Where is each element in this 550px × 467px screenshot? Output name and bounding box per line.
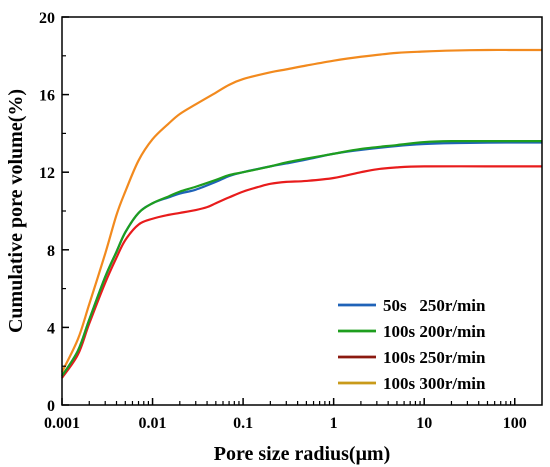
x-tick-label: 1 [330, 415, 338, 432]
legend-label: 100s 250r/min [383, 348, 486, 367]
x-tick-label: 0.001 [44, 415, 80, 432]
x-tick-label: 100 [503, 415, 527, 432]
y-axis: 0 4 8 12 16 20 [39, 10, 69, 415]
series-layer [61, 48, 543, 379]
y-tick-label: 8 [47, 243, 55, 260]
x-axis: 0.001 0.01 0.1 1 10 100 [44, 398, 527, 432]
series-line [61, 48, 542, 373]
legend-label: 100s 300r/min [383, 374, 486, 393]
x-tick-label: 0.01 [139, 415, 167, 432]
x-tick-label: 10 [416, 415, 432, 432]
y-tick-label: 4 [47, 320, 55, 337]
y-axis-title: Cumulative pore volume(%) [5, 89, 27, 333]
x-tick-label: 0.1 [233, 415, 253, 432]
series-line [61, 139, 542, 377]
series-line [61, 165, 542, 379]
legend-label: 100s 200r/min [383, 322, 486, 341]
y-tick-label: 12 [39, 165, 55, 182]
x-axis-title: Pore size radius(μm) [214, 443, 390, 465]
legend: 50s 250r/min 100s 200r/min 100s 250r/min 10… [338, 296, 486, 393]
y-tick-label: 0 [47, 398, 55, 415]
legend-label: 50s 250r/min [383, 296, 486, 315]
y-tick-label: 16 [39, 88, 55, 105]
y-tick-label: 20 [39, 10, 55, 27]
